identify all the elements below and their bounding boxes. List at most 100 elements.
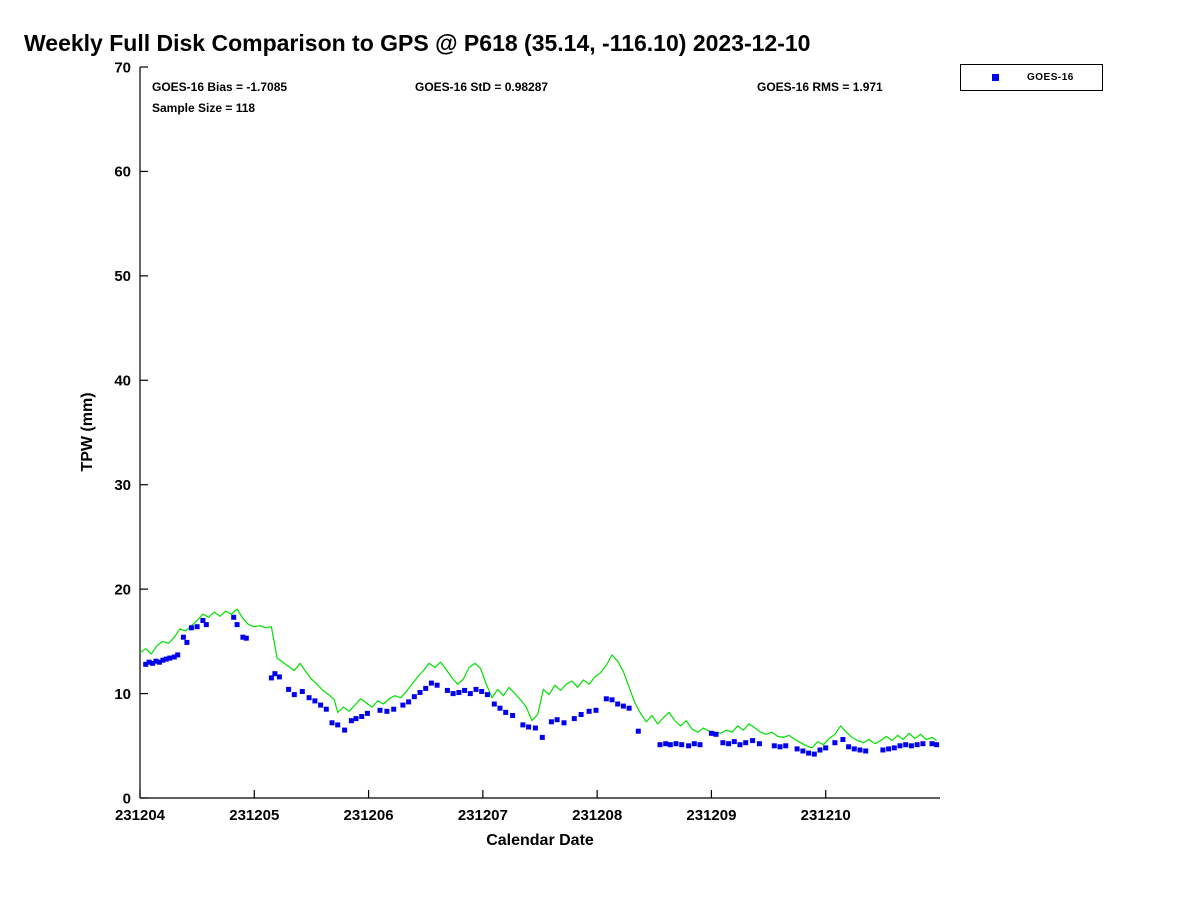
goes16-marker: [291, 692, 297, 698]
y-tick-label: 0: [123, 790, 131, 807]
x-tick-label: 231207: [458, 807, 508, 824]
y-tick-label: 10: [114, 686, 131, 703]
goes16-marker: [934, 742, 940, 748]
goes16-marker: [578, 712, 584, 717]
goes16-marker: [897, 743, 903, 749]
goes16-marker: [561, 720, 567, 726]
goes16-marker: [886, 746, 892, 752]
goes16-marker: [188, 625, 194, 631]
goes16-marker: [323, 706, 329, 712]
goes16-marker: [180, 634, 186, 640]
goes16-marker: [167, 655, 173, 661]
goes16-marker: [663, 741, 669, 747]
stat-sample-size: Sample Size = 118: [152, 101, 256, 115]
chart-title: Weekly Full Disk Comparison to GPS @ P61…: [24, 30, 811, 56]
x-tick-label: 231209: [686, 807, 736, 824]
goes16-marker: [708, 730, 714, 736]
goes16-marker: [411, 694, 417, 700]
goes16-marker: [777, 744, 783, 750]
goes16-marker: [510, 713, 516, 718]
goes16-marker: [491, 701, 497, 707]
goes16-marker: [175, 652, 181, 658]
goes16-marker: [863, 748, 869, 754]
goes16-marker: [620, 703, 626, 709]
goes16-marker: [929, 741, 935, 747]
goes16-marker: [857, 747, 863, 753]
goes16-marker: [914, 742, 920, 748]
goes16-marker: [603, 696, 609, 702]
goes16-marker: [750, 738, 756, 744]
goes16-marker: [697, 742, 703, 748]
goes16-marker: [756, 741, 762, 747]
goes16-marker: [353, 716, 359, 722]
goes16-marker: [526, 724, 532, 730]
stat-bias: GOES-16 Bias = -1.7085: [152, 80, 288, 94]
goes16-marker: [146, 659, 152, 665]
goes16-marker: [163, 656, 169, 662]
stat-rms: GOES-16 RMS = 1.971: [757, 80, 883, 94]
goes16-marker: [626, 705, 632, 711]
goes16-marker: [184, 639, 190, 645]
legend-box: GOES-16: [960, 64, 1103, 91]
goes16-marker: [908, 743, 914, 749]
goes16-marker: [423, 685, 429, 691]
legend-marker-goes16: [992, 74, 999, 81]
x-tick-label: 231206: [344, 807, 394, 824]
y-tick-label: 70: [114, 59, 131, 76]
goes16-marker: [840, 737, 846, 742]
goes16-marker: [384, 708, 390, 714]
goes16-marker: [667, 742, 673, 748]
gps-line: [139, 608, 937, 749]
goes16-marker: [532, 725, 538, 731]
goes16-marker: [467, 691, 473, 697]
goes16-marker: [231, 614, 237, 620]
goes16-marker: [520, 722, 526, 728]
goes16-marker: [329, 720, 335, 726]
x-axis-label: Calendar Date: [486, 832, 594, 849]
goes16-marker: [156, 659, 162, 665]
goes16-marker: [593, 707, 599, 713]
goes16-marker: [406, 699, 412, 705]
goes16-marker: [713, 731, 719, 737]
goes16-marker: [359, 714, 365, 719]
goes16-marker: [497, 705, 503, 711]
x-tick-label: 231208: [572, 807, 622, 824]
goes16-marker: [171, 654, 177, 660]
y-axis-label: TPW (mm): [79, 392, 96, 472]
goes16-marker: [737, 742, 743, 748]
goes16-marker: [484, 692, 490, 698]
goes16-marker: [234, 622, 240, 628]
y-tick-label: 40: [114, 373, 131, 390]
goes16-marker: [377, 707, 383, 713]
goes16-marker: [880, 747, 886, 753]
goes16-marker: [348, 718, 354, 724]
goes16-marker: [920, 741, 926, 747]
goes16-marker: [450, 691, 456, 697]
goes16-marker: [548, 719, 554, 725]
goes16-marker: [673, 741, 679, 747]
goes16-marker: [335, 722, 341, 728]
goes16-marker: [462, 687, 468, 693]
goes16-marker: [851, 746, 857, 752]
goes16-marker: [609, 697, 615, 703]
goes16-marker: [200, 618, 206, 623]
goes16-marker: [720, 740, 726, 746]
goes16-marker: [342, 727, 348, 733]
goes16-marker: [743, 740, 749, 746]
goes16-marker: [679, 742, 685, 748]
goes16-marker: [811, 751, 817, 757]
goes16-marker: [846, 744, 852, 750]
x-tick-label: 231204: [115, 807, 166, 824]
goes16-marker: [635, 728, 641, 734]
goes16-marker: [456, 690, 462, 695]
goes16-marker: [428, 680, 434, 686]
x-tick-label: 231205: [229, 807, 279, 824]
goes16-marker: [444, 687, 450, 693]
y-tick-label: 50: [114, 268, 131, 285]
goes16-marker: [268, 675, 274, 681]
goes16-marker: [479, 689, 485, 694]
goes16-marker: [153, 658, 159, 664]
goes16-marker: [503, 709, 509, 715]
goes16-marker: [615, 701, 621, 707]
goes16-marker: [832, 740, 838, 746]
